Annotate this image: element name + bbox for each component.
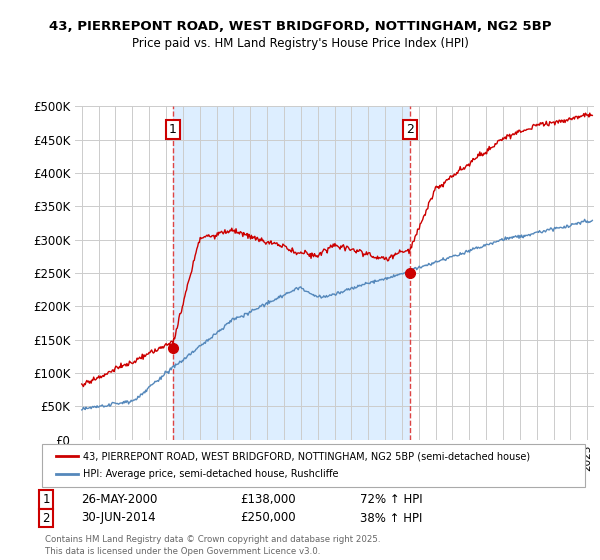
Text: 38% ↑ HPI: 38% ↑ HPI	[360, 511, 422, 525]
Text: 1: 1	[43, 493, 50, 506]
Text: 26-MAY-2000: 26-MAY-2000	[81, 493, 157, 506]
Text: Price paid vs. HM Land Registry's House Price Index (HPI): Price paid vs. HM Land Registry's House …	[131, 37, 469, 50]
Text: HPI: Average price, semi-detached house, Rushcliffe: HPI: Average price, semi-detached house,…	[83, 469, 338, 479]
Text: £138,000: £138,000	[240, 493, 296, 506]
Text: 72% ↑ HPI: 72% ↑ HPI	[360, 493, 422, 506]
Text: 30-JUN-2014: 30-JUN-2014	[81, 511, 155, 525]
Text: 43, PIERREPONT ROAD, WEST BRIDGFORD, NOTTINGHAM, NG2 5BP: 43, PIERREPONT ROAD, WEST BRIDGFORD, NOT…	[49, 20, 551, 34]
Text: Contains HM Land Registry data © Crown copyright and database right 2025.
This d: Contains HM Land Registry data © Crown c…	[45, 535, 380, 556]
Text: £250,000: £250,000	[240, 511, 296, 525]
Text: 43, PIERREPONT ROAD, WEST BRIDGFORD, NOTTINGHAM, NG2 5BP (semi-detached house): 43, PIERREPONT ROAD, WEST BRIDGFORD, NOT…	[83, 451, 530, 461]
Text: 2: 2	[43, 511, 50, 525]
Text: 1: 1	[169, 123, 176, 136]
Text: 2: 2	[406, 123, 414, 136]
Bar	[173, 106, 410, 440]
